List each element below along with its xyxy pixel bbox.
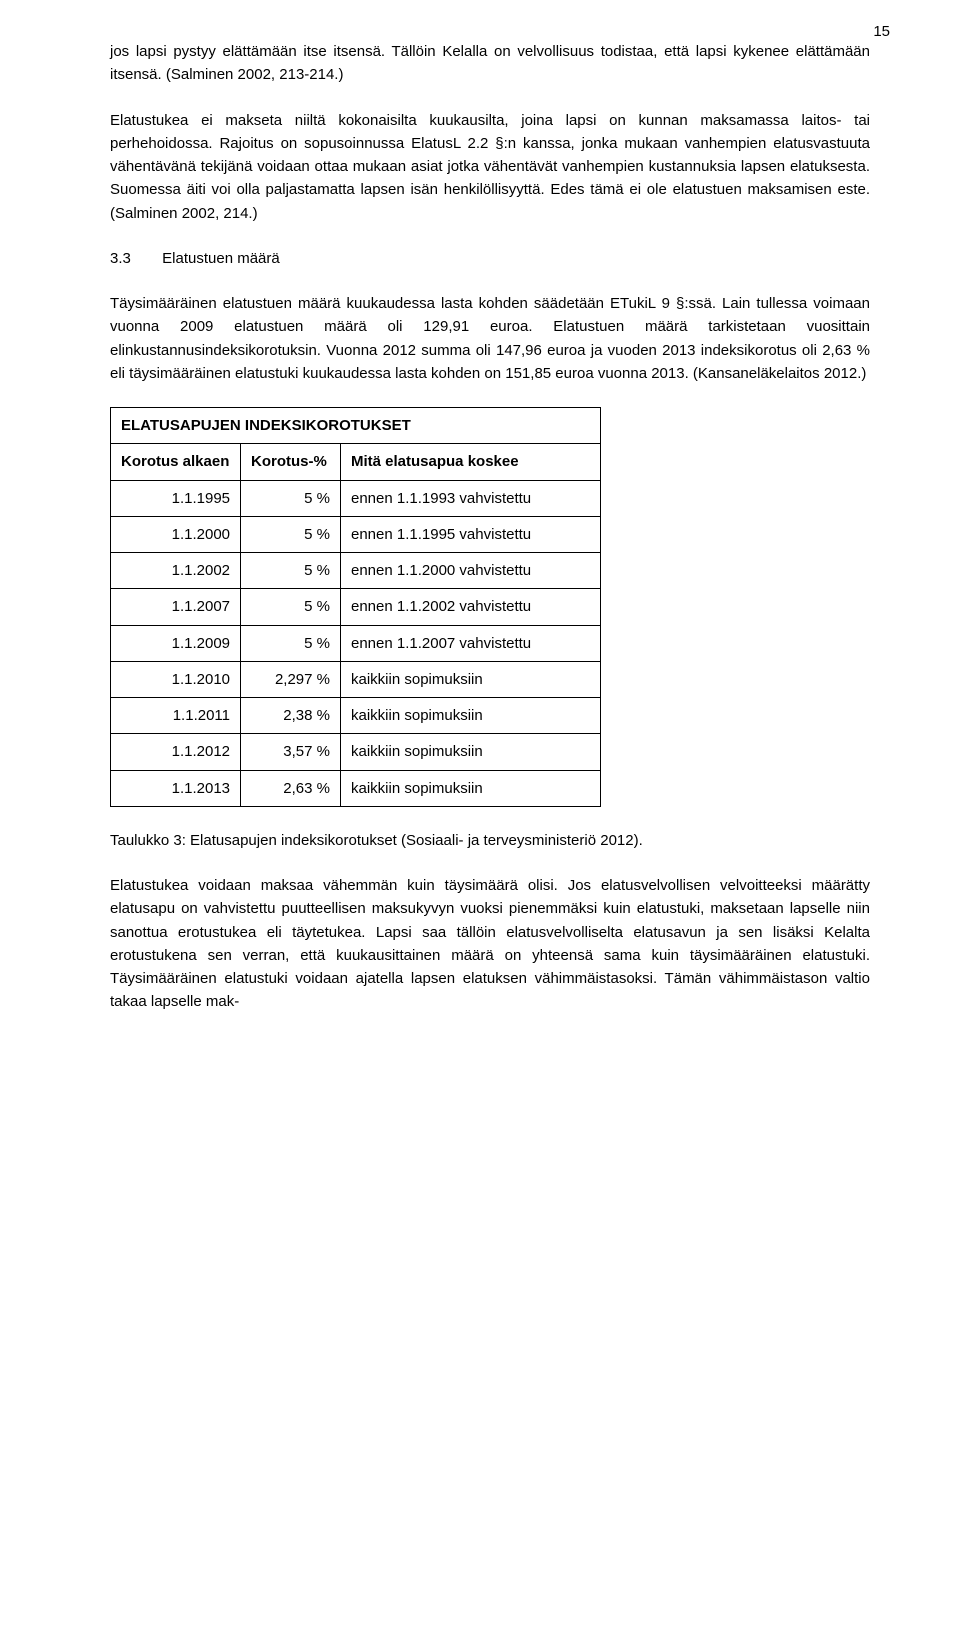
cell-date: 1.1.2012	[111, 734, 241, 770]
cell-desc: ennen 1.1.2000 vahvistettu	[341, 553, 601, 589]
cell-pct: 2,297 %	[241, 661, 341, 697]
cell-pct: 2,38 %	[241, 698, 341, 734]
col-header-pct: Korotus-%	[241, 444, 341, 480]
table-title: ELATUSAPUJEN INDEKSIKOROTUKSET	[111, 408, 601, 444]
table-row: 1.1.2009 5 % ennen 1.1.2007 vahvistettu	[111, 625, 601, 661]
cell-desc: ennen 1.1.1993 vahvistettu	[341, 480, 601, 516]
table-row: 1.1.2010 2,297 % kaikkiin sopimuksiin	[111, 661, 601, 697]
paragraph-1: jos lapsi pystyy elättämään itse itsensä…	[110, 40, 870, 87]
cell-pct: 3,57 %	[241, 734, 341, 770]
col-header-date: Korotus alkaen	[111, 444, 241, 480]
paragraph-2: Elatustukea ei makseta niiltä kokonaisil…	[110, 109, 870, 225]
section-heading: 3.3 Elatustuen määrä	[110, 247, 870, 270]
index-table: ELATUSAPUJEN INDEKSIKOROTUKSET Korotus a…	[110, 407, 601, 807]
cell-pct: 5 %	[241, 589, 341, 625]
cell-desc: kaikkiin sopimuksiin	[341, 698, 601, 734]
cell-desc: ennen 1.1.1995 vahvistettu	[341, 516, 601, 552]
cell-date: 1.1.2002	[111, 553, 241, 589]
table-row: 1.1.2002 5 % ennen 1.1.2000 vahvistettu	[111, 553, 601, 589]
table-row: 1.1.1995 5 % ennen 1.1.1993 vahvistettu	[111, 480, 601, 516]
cell-pct: 5 %	[241, 625, 341, 661]
paragraph-4: Elatustukea voidaan maksaa vähemmän kuin…	[110, 874, 870, 1014]
table-row: 1.1.2013 2,63 % kaikkiin sopimuksiin	[111, 770, 601, 806]
cell-date: 1.1.2007	[111, 589, 241, 625]
section-title: Elatustuen määrä	[162, 250, 280, 267]
cell-date: 1.1.2013	[111, 770, 241, 806]
cell-date: 1.1.1995	[111, 480, 241, 516]
section-number: 3.3	[110, 247, 158, 270]
page-number: 15	[873, 20, 890, 43]
cell-desc: kaikkiin sopimuksiin	[341, 770, 601, 806]
cell-date: 1.1.2010	[111, 661, 241, 697]
cell-pct: 5 %	[241, 480, 341, 516]
table-row: 1.1.2000 5 % ennen 1.1.1995 vahvistettu	[111, 516, 601, 552]
cell-desc: ennen 1.1.2002 vahvistettu	[341, 589, 601, 625]
cell-desc: kaikkiin sopimuksiin	[341, 661, 601, 697]
cell-pct: 5 %	[241, 553, 341, 589]
table-header-row: Korotus alkaen Korotus-% Mitä elatusapua…	[111, 444, 601, 480]
cell-pct: 2,63 %	[241, 770, 341, 806]
table-row: 1.1.2007 5 % ennen 1.1.2002 vahvistettu	[111, 589, 601, 625]
cell-date: 1.1.2011	[111, 698, 241, 734]
cell-pct: 5 %	[241, 516, 341, 552]
cell-date: 1.1.2000	[111, 516, 241, 552]
cell-desc: ennen 1.1.2007 vahvistettu	[341, 625, 601, 661]
table-row: 1.1.2011 2,38 % kaikkiin sopimuksiin	[111, 698, 601, 734]
col-header-desc: Mitä elatusapua koskee	[341, 444, 601, 480]
paragraph-3: Täysimääräinen elatustuen määrä kuukaude…	[110, 292, 870, 385]
table-caption: Taulukko 3: Elatusapujen indeksikorotuks…	[110, 829, 870, 852]
cell-date: 1.1.2009	[111, 625, 241, 661]
cell-desc: kaikkiin sopimuksiin	[341, 734, 601, 770]
table-row: 1.1.2012 3,57 % kaikkiin sopimuksiin	[111, 734, 601, 770]
